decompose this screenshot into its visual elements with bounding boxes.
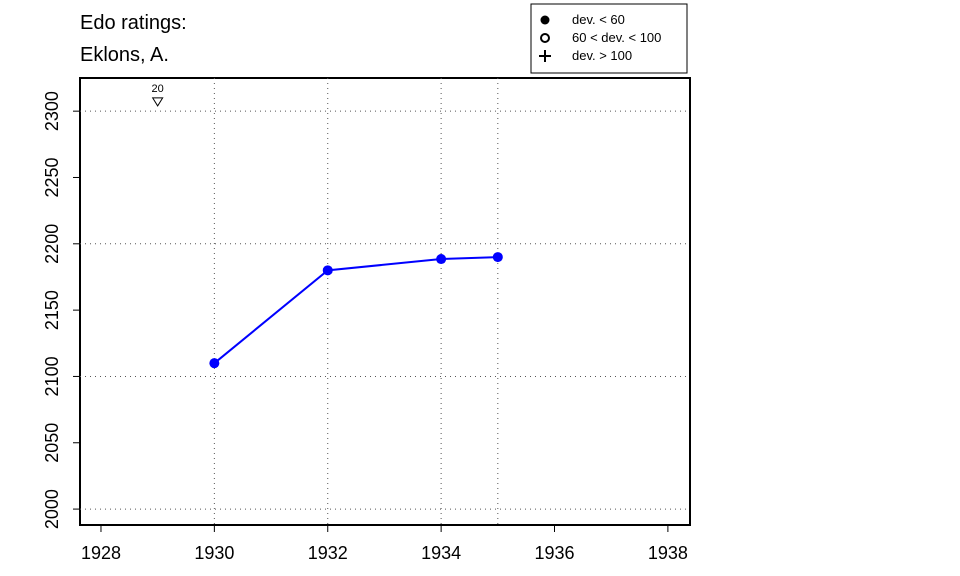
chart-title: Eklons, A. bbox=[80, 44, 169, 66]
legend-marker bbox=[539, 50, 551, 62]
y-tick-label: 2000 bbox=[42, 489, 62, 529]
y-tick-label: 2250 bbox=[42, 157, 62, 197]
x-tick-label: 1938 bbox=[648, 543, 688, 563]
series-line bbox=[213, 256, 498, 364]
data-point bbox=[322, 265, 333, 276]
y-tick-label: 2050 bbox=[42, 423, 62, 463]
data-point bbox=[209, 358, 220, 369]
plot-frame bbox=[79, 77, 691, 526]
data-point bbox=[436, 254, 447, 265]
x-tick-label: 1928 bbox=[81, 543, 121, 563]
legend-marker bbox=[540, 15, 550, 25]
y-tick-label: 2150 bbox=[42, 290, 62, 330]
x-tick-label: 1932 bbox=[308, 543, 348, 563]
legend-label: dev. > 100 bbox=[572, 48, 632, 63]
legend-label: dev. < 60 bbox=[572, 12, 625, 27]
annotation-marker bbox=[151, 97, 164, 107]
chart-title: Edo ratings: bbox=[80, 12, 187, 34]
x-tick-label: 1930 bbox=[194, 543, 234, 563]
x-tick-label: 1934 bbox=[421, 543, 461, 563]
data-point bbox=[492, 252, 503, 263]
legend-box bbox=[530, 3, 688, 74]
y-tick-label: 2100 bbox=[42, 356, 62, 396]
x-tick-label: 1936 bbox=[534, 543, 574, 563]
legend-label: 60 < dev. < 100 bbox=[572, 30, 661, 45]
legend-marker bbox=[540, 33, 550, 43]
y-tick-label: 2200 bbox=[42, 224, 62, 264]
annotation-label: 20 bbox=[152, 83, 164, 95]
y-tick-label: 2300 bbox=[42, 91, 62, 131]
